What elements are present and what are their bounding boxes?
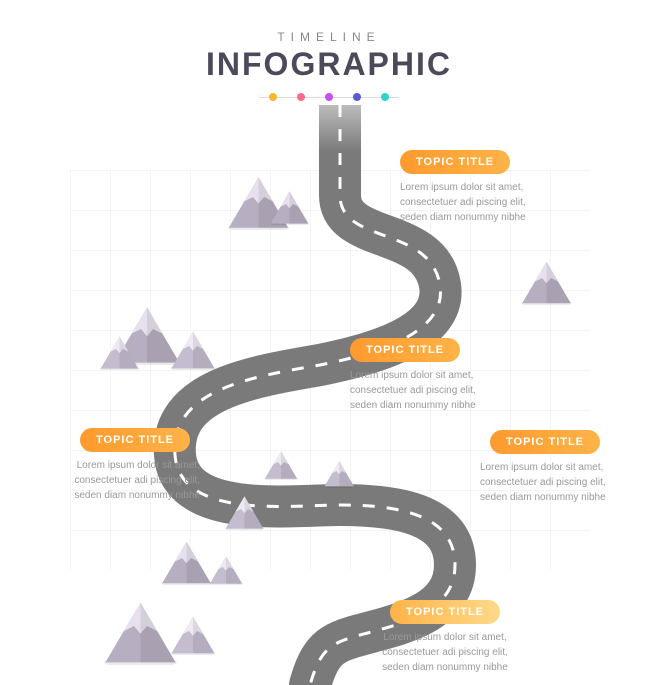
mountain	[165, 615, 221, 660]
mountain	[515, 260, 578, 310]
header-dot	[325, 93, 333, 101]
topic-body: Lorem ipsum dolor sit amet, consectetuer…	[400, 180, 550, 225]
mountain	[220, 495, 269, 535]
mountain-icon	[165, 615, 221, 655]
mountain-icon	[205, 555, 247, 585]
mountain-icon	[260, 450, 302, 480]
topic-badge: TOPIC TITLE	[400, 150, 510, 174]
header-dot	[297, 93, 305, 101]
mountain	[165, 330, 221, 375]
topic-badge: TOPIC TITLE	[350, 338, 460, 362]
topic-body: Lorem ipsum dolor sit amet, consectetuer…	[350, 368, 500, 413]
mountain	[205, 555, 247, 590]
header-dot	[353, 93, 361, 101]
mountain	[320, 460, 359, 493]
mountain	[260, 450, 302, 485]
header-title: INFOGRAPHIC	[0, 46, 658, 83]
topic-badge: TOPIC TITLE	[490, 430, 600, 454]
topic-body: Lorem ipsum dolor sit amet, consectetuer…	[370, 630, 520, 675]
header-dot	[381, 93, 389, 101]
header-kicker: TIMELINE	[0, 30, 658, 44]
mountain	[265, 190, 314, 230]
header-dots	[0, 93, 658, 101]
mountain-icon	[265, 190, 314, 225]
topic-body: Lorem ipsum dolor sit amet, consectetuer…	[480, 460, 630, 505]
header: TIMELINE INFOGRAPHIC	[0, 0, 658, 101]
mountain-icon	[320, 460, 359, 488]
mountain-icon	[220, 495, 269, 530]
mountain-icon	[515, 260, 578, 305]
topic-badge: TOPIC TITLE	[80, 428, 190, 452]
mountain-icon	[165, 330, 221, 370]
topic-badge: TOPIC TITLE	[390, 600, 500, 624]
mountain	[95, 335, 144, 375]
header-dot	[269, 93, 277, 101]
mountain-icon	[95, 335, 144, 370]
topic-body: Lorem ipsum dolor sit amet, consectetuer…	[50, 458, 200, 503]
road-path	[0, 105, 658, 685]
